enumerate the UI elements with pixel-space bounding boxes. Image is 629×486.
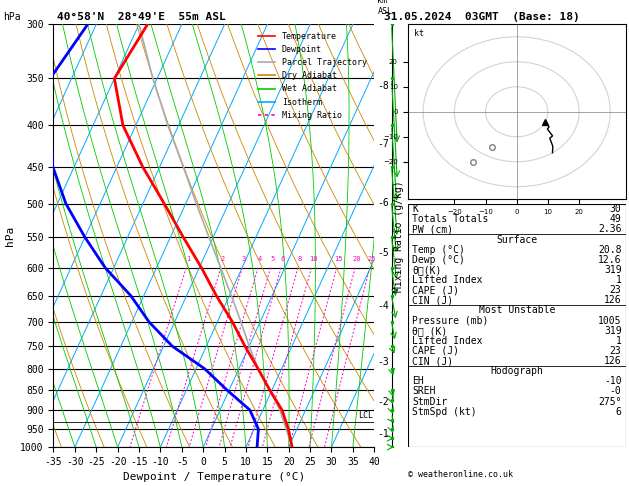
Text: 12.6: 12.6 [598, 255, 621, 265]
Text: 49: 49 [610, 214, 621, 225]
Text: 1: 1 [616, 336, 621, 346]
Text: -0: -0 [610, 386, 621, 397]
Text: 23: 23 [610, 285, 621, 295]
Text: 126: 126 [604, 295, 621, 305]
Text: 8: 8 [298, 256, 302, 262]
Text: kt: kt [414, 29, 424, 38]
Text: -4: -4 [377, 301, 389, 312]
Text: 126: 126 [604, 356, 621, 366]
Text: 3: 3 [242, 256, 246, 262]
X-axis label: Dewpoint / Temperature (°C): Dewpoint / Temperature (°C) [123, 472, 305, 483]
Text: 5: 5 [270, 256, 274, 262]
Text: hPa: hPa [3, 12, 21, 22]
Text: Dewp (°C): Dewp (°C) [412, 255, 465, 265]
Text: K: K [412, 204, 418, 214]
Text: 1: 1 [616, 275, 621, 285]
Text: CIN (J): CIN (J) [412, 295, 453, 305]
Text: 2: 2 [221, 256, 225, 262]
Text: 25: 25 [367, 256, 376, 262]
Text: Most Unstable: Most Unstable [479, 305, 555, 315]
Text: 6: 6 [616, 407, 621, 417]
Text: PW (cm): PW (cm) [412, 225, 453, 234]
Text: 20.8: 20.8 [598, 244, 621, 255]
Text: -6: -6 [377, 198, 389, 208]
Text: CIN (J): CIN (J) [412, 356, 453, 366]
Text: SREH: SREH [412, 386, 435, 397]
Text: Hodograph: Hodograph [490, 366, 543, 376]
Text: 1: 1 [186, 256, 190, 262]
Text: StmSpd (kt): StmSpd (kt) [412, 407, 477, 417]
Text: -7: -7 [377, 139, 389, 149]
Text: Pressure (mb): Pressure (mb) [412, 315, 488, 326]
Text: -8: -8 [377, 81, 389, 91]
Text: CAPE (J): CAPE (J) [412, 285, 459, 295]
Text: Lifted Index: Lifted Index [412, 336, 482, 346]
Text: 6: 6 [281, 256, 285, 262]
Text: Mixing Ratio (g/kg): Mixing Ratio (g/kg) [394, 180, 404, 292]
Text: θᴄ(K): θᴄ(K) [412, 265, 442, 275]
Text: -5: -5 [377, 248, 389, 258]
Text: 319: 319 [604, 265, 621, 275]
Text: 275°: 275° [598, 397, 621, 407]
Text: -10: -10 [604, 376, 621, 386]
Text: 30: 30 [610, 204, 621, 214]
Text: θᴄ (K): θᴄ (K) [412, 326, 447, 336]
Legend: Temperature, Dewpoint, Parcel Trajectory, Dry Adiabat, Wet Adiabat, Isotherm, Mi: Temperature, Dewpoint, Parcel Trajectory… [255, 29, 370, 123]
Text: Temp (°C): Temp (°C) [412, 244, 465, 255]
Text: km
ASL: km ASL [377, 0, 392, 16]
Text: -1: -1 [377, 429, 389, 439]
Text: StmDir: StmDir [412, 397, 447, 407]
Text: 2.36: 2.36 [598, 225, 621, 234]
Text: © weatheronline.co.uk: © weatheronline.co.uk [408, 469, 513, 479]
Text: 23: 23 [610, 346, 621, 356]
Text: Lifted Index: Lifted Index [412, 275, 482, 285]
Text: EH: EH [412, 376, 424, 386]
Text: 31.05.2024  03GMT  (Base: 18): 31.05.2024 03GMT (Base: 18) [384, 12, 579, 22]
Text: CAPE (J): CAPE (J) [412, 346, 459, 356]
Text: 1005: 1005 [598, 315, 621, 326]
Text: Totals Totals: Totals Totals [412, 214, 488, 225]
Text: 20: 20 [352, 256, 361, 262]
Y-axis label: hPa: hPa [4, 226, 14, 246]
Text: Surface: Surface [496, 235, 537, 244]
Text: LCL: LCL [358, 411, 373, 420]
Text: -3: -3 [377, 357, 389, 367]
Text: 319: 319 [604, 326, 621, 336]
Text: -2: -2 [377, 397, 389, 407]
Text: 15: 15 [334, 256, 343, 262]
Text: 10: 10 [309, 256, 318, 262]
Text: 40°58'N  28°49'E  55m ASL: 40°58'N 28°49'E 55m ASL [57, 12, 225, 22]
Text: 4: 4 [258, 256, 262, 262]
